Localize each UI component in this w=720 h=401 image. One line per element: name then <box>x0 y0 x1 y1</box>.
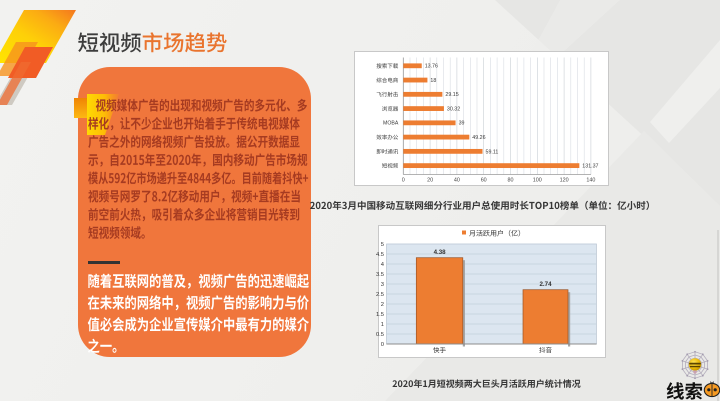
svg-text:MOBA: MOBA <box>383 121 399 127</box>
svg-text:120: 120 <box>560 178 569 184</box>
svg-text:30.32: 30.32 <box>447 107 460 113</box>
svg-text:20: 20 <box>427 178 433 184</box>
svg-text:3: 3 <box>381 282 384 288</box>
svg-text:29.15: 29.15 <box>445 92 458 98</box>
svg-text:4: 4 <box>381 262 385 268</box>
svg-text:80: 80 <box>508 178 514 184</box>
svg-text:18: 18 <box>430 78 436 84</box>
svg-text:3.5: 3.5 <box>376 272 384 278</box>
svg-text:4.5: 4.5 <box>376 252 384 258</box>
svg-text:0: 0 <box>381 342 384 348</box>
svg-text:40: 40 <box>454 178 460 184</box>
svg-text:2.5: 2.5 <box>376 292 384 298</box>
svg-text:0.5: 0.5 <box>376 332 384 338</box>
svg-text:0: 0 <box>402 178 405 184</box>
svg-text:39: 39 <box>459 121 465 127</box>
svg-text:4.38: 4.38 <box>434 249 447 256</box>
svg-text:2: 2 <box>381 302 384 308</box>
svg-text:13.76: 13.76 <box>425 64 438 70</box>
svg-text:49.26: 49.26 <box>472 135 485 141</box>
svg-text:59.11: 59.11 <box>486 149 499 155</box>
svg-text:131.37: 131.37 <box>582 164 598 170</box>
svg-text:2.74: 2.74 <box>539 281 552 288</box>
svg-text:1: 1 <box>381 322 384 328</box>
svg-text:60: 60 <box>481 178 487 184</box>
svg-text:5: 5 <box>381 242 384 248</box>
svg-text:140: 140 <box>586 178 595 184</box>
svg-text:1.5: 1.5 <box>376 312 384 318</box>
svg-text:100: 100 <box>533 178 542 184</box>
